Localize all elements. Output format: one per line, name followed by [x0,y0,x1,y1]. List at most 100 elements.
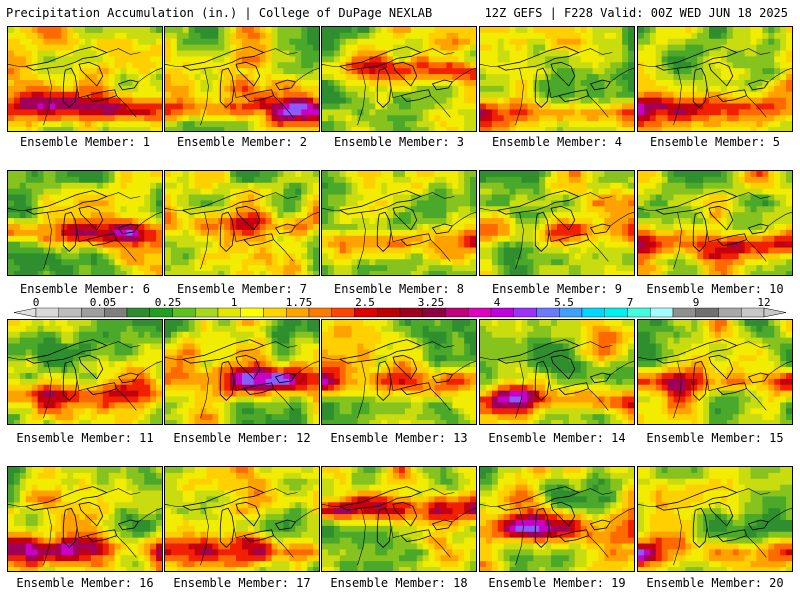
colorbar-swatch [308,307,332,318]
colorbar-swatch [126,307,150,318]
precip-field [8,320,162,424]
ensemble-member-map [164,26,320,132]
colorbar-swatch [217,307,241,318]
ensemble-member-map [637,170,793,276]
precip-field [8,27,162,131]
border-lines [165,488,319,566]
border-lines [322,192,476,270]
colorbar-swatch [331,307,355,318]
border-lines [480,341,634,419]
ensemble-member-label: Ensemble Member: 19 [488,576,626,590]
ensemble-member-label: Ensemble Member: 14 [488,431,626,445]
colorbar-tick-label: 9 [692,296,700,309]
colorbar-swatch [354,307,378,318]
ensemble-member-map [479,26,635,132]
colorbar-swatch [422,307,446,318]
ensemble-member-map [164,466,320,572]
ensemble-member-map [321,170,477,276]
precip-field [480,320,634,424]
great-lakes-outline [24,190,139,253]
great-lakes-outline [338,339,453,402]
colorbar-swatch [581,307,605,318]
ensemble-member-label: Ensemble Member: 7 [176,282,308,296]
ensemble-member-map [7,466,163,572]
colorbar-swatch [81,307,105,318]
border-lines [8,48,162,126]
ensemble-member-map [164,319,320,425]
colorbar-swatch [399,307,423,318]
ensemble-member-label: Ensemble Member: 13 [330,431,468,445]
great-lakes-outline [181,339,296,402]
colorbar-swatch [536,307,560,318]
colorbar-swatch [650,307,674,318]
precip-field [322,171,476,275]
colorbar-swatch [172,307,196,318]
colorbar-swatch [104,307,128,318]
border-lines [480,488,634,566]
precip-field [480,171,634,275]
precip-field [165,27,319,131]
ensemble-member-label: Ensemble Member: 5 [649,135,781,149]
colorbar-tick-label: 1.75 [285,296,313,309]
precip-field [322,320,476,424]
colorbar-swatch [445,307,469,318]
colorbar-tick-label: 5.5 [554,296,574,309]
border-lines [322,488,476,566]
great-lakes-outline [181,486,296,549]
map-title: Precipitation Accumulation (in.) | Colle… [6,6,433,20]
great-lakes-outline [181,190,296,253]
colorbar-tick-label: 7 [626,296,634,309]
ensemble-member-label: Ensemble Member: 8 [333,282,465,296]
ensemble-member-map [321,26,477,132]
colorbar-tick-label: 2.5 [355,296,375,309]
precip-field [165,171,319,275]
colorbar-tick-label: 0 [32,296,40,309]
border-lines [480,192,634,270]
border-lines [638,488,792,566]
great-lakes-outline [338,190,453,253]
ensemble-member-label: Ensemble Member: 15 [646,431,784,445]
ensemble-member-map [637,319,793,425]
colorbar-max-arrow [763,307,787,318]
great-lakes-outline [496,339,611,402]
ensemble-member-map [321,319,477,425]
colorbar-swatch [627,307,651,318]
great-lakes-outline [338,46,453,109]
ensemble-member-map [7,26,163,132]
precip-field [480,27,634,131]
colorbar-swatch [35,307,59,318]
colorbar-swatch [695,307,719,318]
colorbar-swatch [468,307,492,318]
ensemble-member-label: Ensemble Member: 2 [176,135,308,149]
precip-field [638,171,792,275]
border-lines [8,192,162,270]
border-lines [322,341,476,419]
ensemble-member-map [637,26,793,132]
colorbar-swatch [741,307,765,318]
colorbar-swatch [490,307,514,318]
precip-field [638,467,792,571]
colorbar-min-arrow [13,307,37,318]
border-lines [638,48,792,126]
ensemble-member-map [479,319,635,425]
border-lines [8,341,162,419]
colorbar-swatch [672,307,696,318]
ensemble-member-label: Ensemble Member: 4 [491,135,623,149]
colorbar-tick-label: 4 [493,296,501,309]
ensemble-member-label: Ensemble Member: 18 [330,576,468,590]
ensemble-member-map [321,466,477,572]
ensemble-member-map [637,466,793,572]
border-lines [165,48,319,126]
colorbar-swatch [286,307,310,318]
colorbar-swatch [149,307,173,318]
precip-field [480,467,634,571]
precip-field [638,27,792,131]
ensemble-member-label: Ensemble Member: 1 [19,135,151,149]
border-lines [480,48,634,126]
colorbar-swatch [263,307,287,318]
colorbar-tick-label: 0.25 [154,296,182,309]
precip-field [322,467,476,571]
ensemble-member-map [479,170,635,276]
great-lakes-outline [496,486,611,549]
ensemble-member-map [7,319,163,425]
